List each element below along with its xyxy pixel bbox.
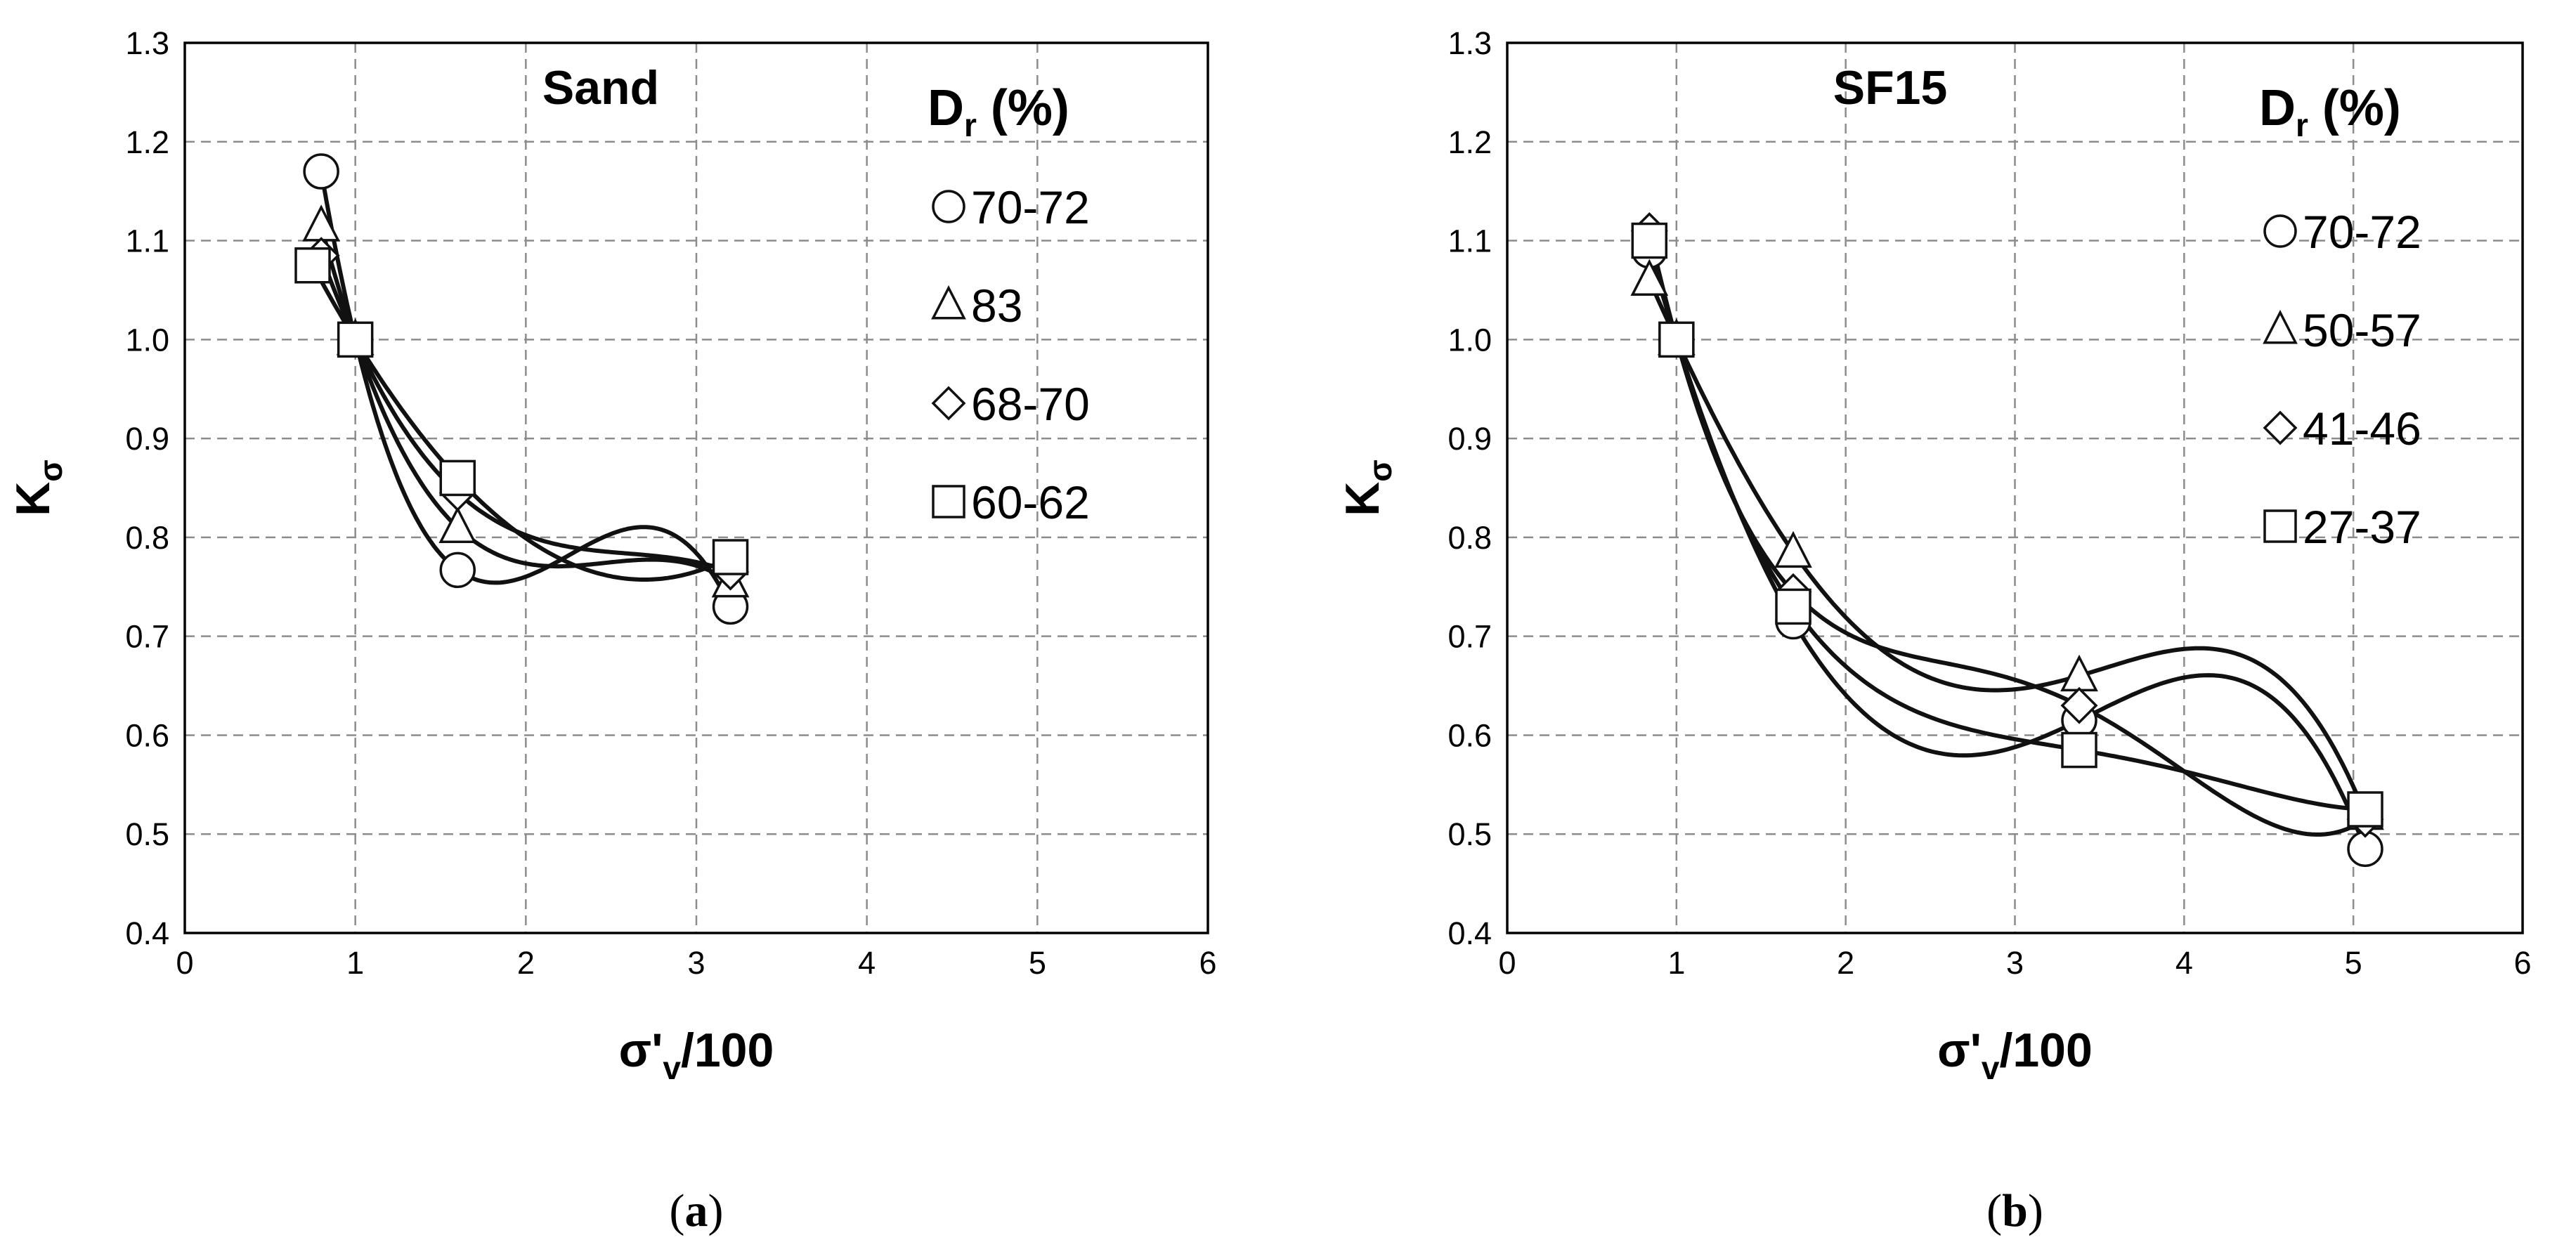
y-tick-label: 1.1 bbox=[125, 223, 169, 259]
y-tick-label: 0.7 bbox=[125, 619, 169, 655]
data-point-square bbox=[439, 459, 476, 497]
data-point-square bbox=[294, 247, 331, 284]
x-tick-label: 2 bbox=[1837, 945, 1854, 981]
data-point-square bbox=[1658, 321, 1695, 358]
y-tick-label: 0.4 bbox=[1448, 915, 1492, 951]
y-tick-label: 0.7 bbox=[1448, 619, 1492, 655]
y-tick-label: 1.3 bbox=[125, 25, 169, 61]
data-point-triangle bbox=[1630, 259, 1669, 296]
y-axis-label: Kσ bbox=[1336, 459, 1398, 516]
y-tick-label: 0.5 bbox=[1448, 816, 1492, 852]
data-point-triangle bbox=[302, 204, 340, 242]
data-point-diamond bbox=[2060, 686, 2098, 724]
fit-curve-diamond bbox=[1647, 230, 2367, 837]
legend-marker-triangle bbox=[931, 285, 966, 320]
data-point-triangle bbox=[1774, 530, 1812, 568]
legend-marker-square bbox=[2263, 509, 2297, 543]
x-tick-label: 5 bbox=[1029, 945, 1046, 981]
x-tick-label: 2 bbox=[517, 945, 535, 981]
y-tick-label: 0.8 bbox=[1448, 520, 1492, 556]
plot-frame bbox=[183, 41, 1209, 934]
fit-curve-circle bbox=[1647, 249, 2367, 850]
chart-panel-a: 0 1 2 3 4 5 6 0.4 0.5 0.6 0.7 0.8 0.9 1.0 1.1 1.2 1.3 San… bbox=[6, 25, 1217, 1236]
data-point-square bbox=[2347, 791, 2383, 828]
legend-marker-square bbox=[932, 485, 965, 518]
x-tick-label: 3 bbox=[2006, 945, 2024, 981]
y-tick-label: 0.6 bbox=[125, 717, 169, 753]
data-point-square bbox=[1631, 222, 1668, 259]
y-tick-label: 1.1 bbox=[1448, 223, 1492, 259]
legend-entry-label: 68-70 bbox=[971, 378, 1090, 430]
data-point-circle bbox=[303, 153, 339, 190]
fit-curve-triangle bbox=[1647, 279, 2367, 816]
y-tick-label: 1.3 bbox=[1448, 25, 1492, 61]
x-tick-label: 4 bbox=[858, 945, 876, 981]
legend-entry-label: 41-46 bbox=[2303, 403, 2421, 455]
data-point-triangle bbox=[438, 506, 477, 543]
data-point-circle bbox=[439, 552, 476, 589]
panel-caption: (a) bbox=[670, 1185, 724, 1236]
plot-frame bbox=[1506, 41, 2524, 934]
legend-marker-circle bbox=[932, 190, 965, 223]
panel-caption: (b) bbox=[1986, 1185, 2043, 1236]
legend-entry-label: 60-62 bbox=[971, 476, 1090, 528]
x-tick-label: 3 bbox=[687, 945, 705, 981]
legend-marker-circle bbox=[2263, 214, 2297, 248]
legend-entry-label: 70-72 bbox=[971, 181, 1090, 233]
x-tick-label: 1 bbox=[1667, 945, 1685, 981]
legend-title: Dr (%) bbox=[928, 80, 1069, 143]
legend-marker-diamond bbox=[2263, 410, 2298, 445]
x-axis-label: σ'v/100 bbox=[619, 1024, 774, 1086]
chart-panel-b: 0 1 2 3 4 5 6 0.4 0.5 0.6 0.7 0.8 0.9 1.0 1.1 1.2 1.3 SF1… bbox=[1336, 25, 2532, 1236]
legend-entry-label: 83 bbox=[971, 280, 1022, 332]
data-point-square bbox=[712, 539, 749, 575]
y-tick-label: 0.5 bbox=[125, 816, 169, 852]
y-tick-label: 0.9 bbox=[1448, 421, 1492, 457]
x-tick-label: 1 bbox=[346, 945, 364, 981]
data-point-square bbox=[2061, 731, 2097, 769]
x-tick-label: 0 bbox=[176, 945, 193, 981]
fit-curve-circle bbox=[319, 171, 733, 608]
fit-curve-diamond bbox=[319, 254, 731, 574]
y-tick-label: 0.4 bbox=[125, 915, 169, 951]
x-tick-label: 6 bbox=[2513, 945, 2531, 981]
y-tick-label: 0.6 bbox=[1448, 717, 1492, 753]
fit-curve-square bbox=[1647, 240, 2366, 811]
legend-entry-label: 27-37 bbox=[2303, 501, 2421, 553]
y-tick-label: 0.8 bbox=[125, 520, 169, 556]
legend-title: Dr (%) bbox=[2259, 80, 2401, 143]
chart-title: Sand bbox=[542, 61, 659, 115]
chart-title: SF15 bbox=[1833, 61, 1948, 115]
data-point-square bbox=[1775, 588, 1811, 625]
legend-entry-label: 50-57 bbox=[2303, 304, 2421, 356]
x-tick-label: 4 bbox=[2175, 945, 2193, 981]
y-tick-label: 1.2 bbox=[1448, 124, 1492, 160]
x-tick-label: 5 bbox=[2345, 945, 2362, 981]
x-tick-label: 6 bbox=[1199, 945, 1216, 981]
legend-marker-triangle bbox=[2263, 309, 2298, 344]
legend-entry-label: 70-72 bbox=[2303, 206, 2421, 258]
legend-marker-diamond bbox=[931, 386, 966, 421]
y-tick-label: 1.2 bbox=[125, 124, 169, 160]
data-point-square bbox=[337, 321, 374, 358]
y-tick-label: 1.0 bbox=[1448, 322, 1492, 358]
y-tick-label: 1.0 bbox=[125, 322, 169, 358]
fit-curve-square bbox=[311, 264, 731, 582]
x-tick-label: 0 bbox=[1498, 945, 1516, 981]
y-tick-label: 0.9 bbox=[125, 421, 169, 457]
y-axis-label: Kσ bbox=[6, 459, 69, 516]
x-axis-label: σ'v/100 bbox=[1937, 1024, 2093, 1086]
fit-curve-triangle bbox=[319, 225, 732, 584]
